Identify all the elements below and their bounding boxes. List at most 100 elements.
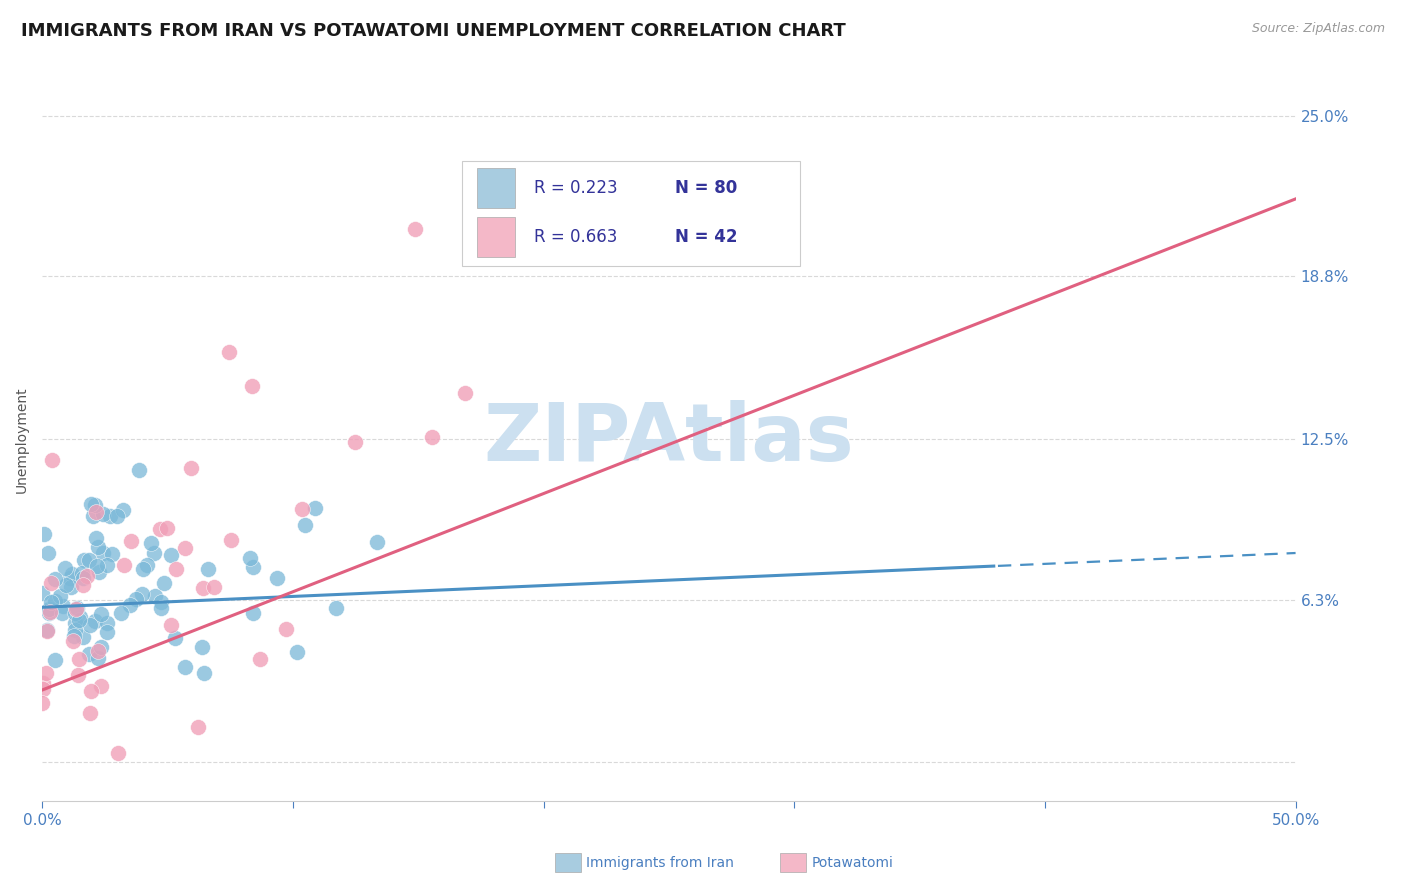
Point [285, 645, 308, 659]
Point [159, 548, 181, 562]
Point [110, 607, 132, 621]
Point [59, 580, 82, 594]
Point [39, 575, 62, 590]
Point [132, 562, 155, 576]
Point [149, 522, 172, 536]
Point [87, 644, 110, 658]
Point [191, 640, 214, 655]
Point [44, 653, 66, 667]
Point [96, 624, 118, 639]
Text: N = 80: N = 80 [675, 179, 737, 197]
Point [112, 558, 135, 573]
Point [70, 566, 93, 581]
Point [60, 566, 83, 581]
Point [66, 668, 89, 682]
Text: R = 0.223: R = 0.223 [533, 179, 617, 197]
Point [454, 386, 477, 401]
Point [105, 508, 128, 523]
Point [62, 629, 84, 643]
Point [143, 589, 166, 603]
Point [242, 560, 264, 574]
Point [84, 505, 107, 519]
Text: IMMIGRANTS FROM IRAN VS POTAWATOMI UNEMPLOYMENT CORRELATION CHART: IMMIGRANTS FROM IRAN VS POTAWATOMI UNEMP… [21, 22, 846, 40]
Point [73, 553, 96, 567]
Text: Potawatomi: Potawatomi [811, 855, 893, 870]
Point [191, 581, 214, 595]
Text: Immigrants from Iran: Immigrants from Iran [586, 855, 734, 870]
Point [120, 534, 142, 549]
Point [187, 720, 209, 734]
Point [98, 509, 121, 524]
Point [55, 578, 77, 592]
Point [482, 211, 505, 226]
Point [91, 507, 114, 521]
Point [86, 558, 108, 573]
Point [96, 616, 118, 631]
Text: N = 42: N = 42 [675, 227, 738, 245]
Point [84, 614, 107, 628]
Point [38, 605, 60, 619]
Point [37, 546, 59, 560]
Point [79, 617, 101, 632]
Y-axis label: Unemployment: Unemployment [15, 386, 30, 492]
Point [39, 595, 62, 609]
Point [35, 624, 58, 639]
Point [51, 607, 73, 621]
Point [249, 652, 271, 666]
Point [32, 682, 55, 697]
Point [366, 534, 388, 549]
Point [41, 453, 63, 467]
Point [219, 533, 242, 547]
Point [218, 344, 240, 359]
Point [59, 571, 82, 585]
Point [242, 606, 264, 620]
Point [90, 640, 112, 654]
Point [65, 615, 87, 630]
Point [240, 379, 263, 393]
Point [76, 569, 98, 583]
Point [44, 594, 66, 608]
Point [72, 630, 94, 644]
Point [344, 435, 367, 450]
Point [35, 623, 58, 637]
Point [72, 577, 94, 591]
Point [80, 497, 103, 511]
Point [72, 571, 94, 585]
Point [325, 600, 347, 615]
Point [174, 659, 197, 673]
Point [149, 595, 172, 609]
Text: Source: ZipAtlas.com: Source: ZipAtlas.com [1251, 22, 1385, 36]
Point [89, 565, 111, 579]
Point [165, 562, 187, 576]
Point [163, 631, 186, 645]
Point [82, 508, 104, 523]
Point [67, 613, 90, 627]
Point [86, 540, 108, 554]
Point [31, 586, 53, 600]
Point [107, 746, 129, 760]
FancyBboxPatch shape [477, 217, 515, 257]
Point [63, 606, 86, 620]
Point [84, 531, 107, 545]
Point [63, 623, 86, 637]
Point [197, 562, 219, 576]
Point [90, 607, 112, 621]
Point [139, 536, 162, 550]
Point [79, 706, 101, 720]
Point [142, 546, 165, 560]
Point [291, 502, 314, 516]
Point [193, 665, 215, 680]
Text: R = 0.663: R = 0.663 [533, 227, 617, 245]
Point [65, 600, 87, 615]
Point [153, 576, 176, 591]
Point [101, 548, 124, 562]
Point [65, 602, 87, 616]
Point [31, 696, 53, 710]
Point [125, 592, 148, 607]
Point [304, 501, 326, 516]
Point [38, 607, 60, 621]
Point [38, 602, 60, 616]
FancyBboxPatch shape [463, 161, 800, 266]
Point [52, 599, 75, 613]
Point [77, 553, 100, 567]
